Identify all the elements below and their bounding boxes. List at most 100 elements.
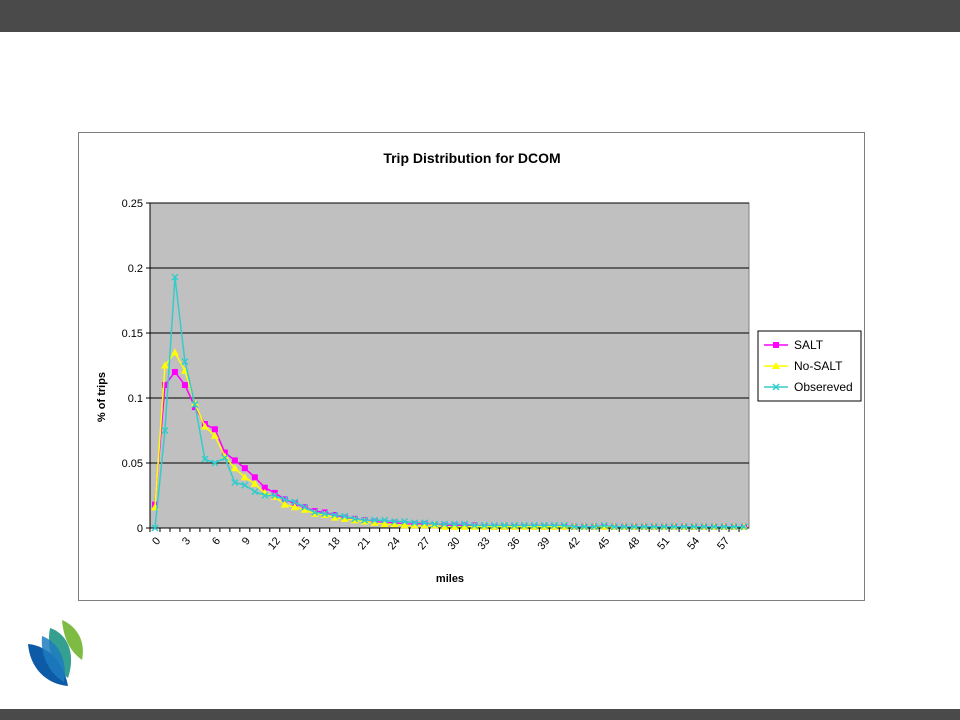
x-tick-label: 15 — [296, 535, 313, 552]
data-point-obsereved — [201, 455, 209, 463]
data-point-salt — [161, 382, 168, 388]
data-point-obsereved — [730, 523, 738, 531]
data-point-obsereved — [411, 519, 419, 527]
data-point-obsereved — [361, 516, 369, 524]
data-point-obsereved — [700, 523, 708, 531]
plot-background — [149, 202, 750, 529]
data-point-obsereved — [341, 512, 349, 520]
data-point-obsereved — [490, 521, 498, 529]
data-point-salt — [231, 457, 238, 464]
data-point-obsereved — [291, 498, 299, 506]
y-tick-label: 0 — [137, 523, 143, 535]
data-point-obsereved — [530, 521, 538, 529]
y-tick-label: 0.15 — [122, 328, 143, 340]
data-point-no-salt — [330, 513, 339, 521]
data-point-obsereved — [720, 523, 728, 531]
data-point-no-salt — [450, 522, 459, 530]
legend-label-no-salt: No-SALT — [794, 359, 843, 373]
data-point-obsereved — [600, 521, 608, 529]
data-point-no-salt — [200, 422, 209, 430]
data-point-obsereved — [261, 491, 269, 500]
data-point-obsereved — [510, 521, 518, 529]
x-tick-label: 54 — [685, 535, 702, 552]
trip-distribution-chart: Trip Distribution for DCOM 0 0.05 0.1 0.15 0… — [96, 150, 862, 585]
x-tick-label: 12 — [266, 535, 283, 552]
data-point-obsereved — [460, 520, 469, 528]
data-point-salt — [261, 484, 268, 491]
x-tick-label: 39 — [535, 535, 552, 552]
data-point-obsereved — [391, 517, 399, 526]
data-point-no-salt — [220, 452, 229, 460]
data-point-obsereved — [740, 523, 748, 531]
data-point-obsereved — [650, 523, 658, 531]
data-point-no-salt — [340, 514, 349, 522]
data-point-obsereved — [500, 521, 508, 529]
chart-container: Trip Distribution for DCOM 0 0.05 0.1 0.15 0… — [78, 132, 865, 601]
data-point-no-salt — [400, 521, 409, 529]
data-point-obsereved — [181, 358, 189, 366]
data-point-obsereved — [151, 524, 159, 532]
data-point-no-salt — [380, 520, 389, 528]
data-point-obsereved — [331, 511, 339, 519]
x-tick-label: 24 — [386, 535, 403, 552]
data-point-obsereved — [560, 521, 568, 529]
data-point-obsereved — [630, 523, 638, 531]
legend-marker-obsereved — [772, 383, 780, 391]
legend: SALT No-SALT Obsereved — [757, 330, 862, 402]
x-tick-label: 6 — [210, 535, 223, 547]
data-point-obsereved — [351, 515, 359, 523]
data-point-obsereved — [171, 273, 179, 281]
data-point-obsereved — [450, 520, 459, 528]
data-point-no-salt — [420, 521, 429, 529]
leaf-logo-icon — [28, 620, 83, 686]
data-point-obsereved — [640, 523, 648, 531]
data-point-no-salt — [390, 520, 399, 528]
data-point-obsereved — [580, 523, 588, 531]
data-point-no-salt — [410, 521, 419, 529]
data-point-obsereved — [161, 426, 169, 435]
x-tick-label: 42 — [565, 535, 582, 552]
legend-label-salt: SALT — [794, 338, 824, 352]
legend-marker-salt — [773, 342, 779, 348]
data-point-obsereved — [301, 503, 309, 511]
x-tick-label: 51 — [655, 535, 672, 552]
data-point-no-salt — [300, 505, 309, 513]
data-point-salt — [181, 382, 188, 388]
slide-top-bar — [0, 0, 960, 32]
y-tick-label: 0.1 — [128, 393, 143, 405]
data-point-obsereved — [251, 488, 259, 496]
data-point-obsereved — [520, 521, 528, 529]
data-point-obsereved — [241, 481, 249, 489]
data-point-no-salt — [440, 522, 449, 530]
data-point-obsereved — [271, 491, 279, 500]
data-point-obsereved — [321, 510, 329, 518]
data-point-obsereved — [570, 523, 578, 531]
data-point-obsereved — [480, 521, 488, 529]
data-point-obsereved — [550, 521, 558, 529]
data-point-no-salt — [280, 500, 289, 508]
data-point-obsereved — [590, 523, 598, 531]
x-tick-label: 33 — [476, 535, 493, 552]
chart-title: Trip Distribution for DCOM — [383, 150, 560, 166]
data-point-obsereved — [440, 520, 449, 528]
data-point-obsereved — [710, 523, 718, 531]
y-tick-label: 0.2 — [128, 263, 143, 275]
data-point-obsereved — [670, 523, 678, 531]
data-point-obsereved — [221, 454, 229, 462]
data-point-obsereved — [470, 521, 478, 529]
data-point-no-salt — [250, 479, 259, 487]
x-tick-label: 21 — [356, 535, 373, 552]
data-point-obsereved — [610, 523, 618, 531]
x-axis-label: miles — [436, 573, 464, 585]
y-tick-label: 0.25 — [122, 198, 143, 210]
data-point-obsereved — [690, 523, 698, 531]
data-point-obsereved — [430, 520, 439, 528]
data-point-no-salt — [160, 361, 169, 369]
data-point-obsereved — [211, 459, 219, 467]
data-point-obsereved — [421, 519, 429, 527]
data-point-no-salt — [170, 348, 179, 356]
data-point-no-salt — [240, 473, 249, 481]
x-tick-label: 27 — [416, 535, 433, 552]
x-tick-label: 0 — [150, 535, 163, 547]
data-point-salt — [171, 369, 178, 375]
